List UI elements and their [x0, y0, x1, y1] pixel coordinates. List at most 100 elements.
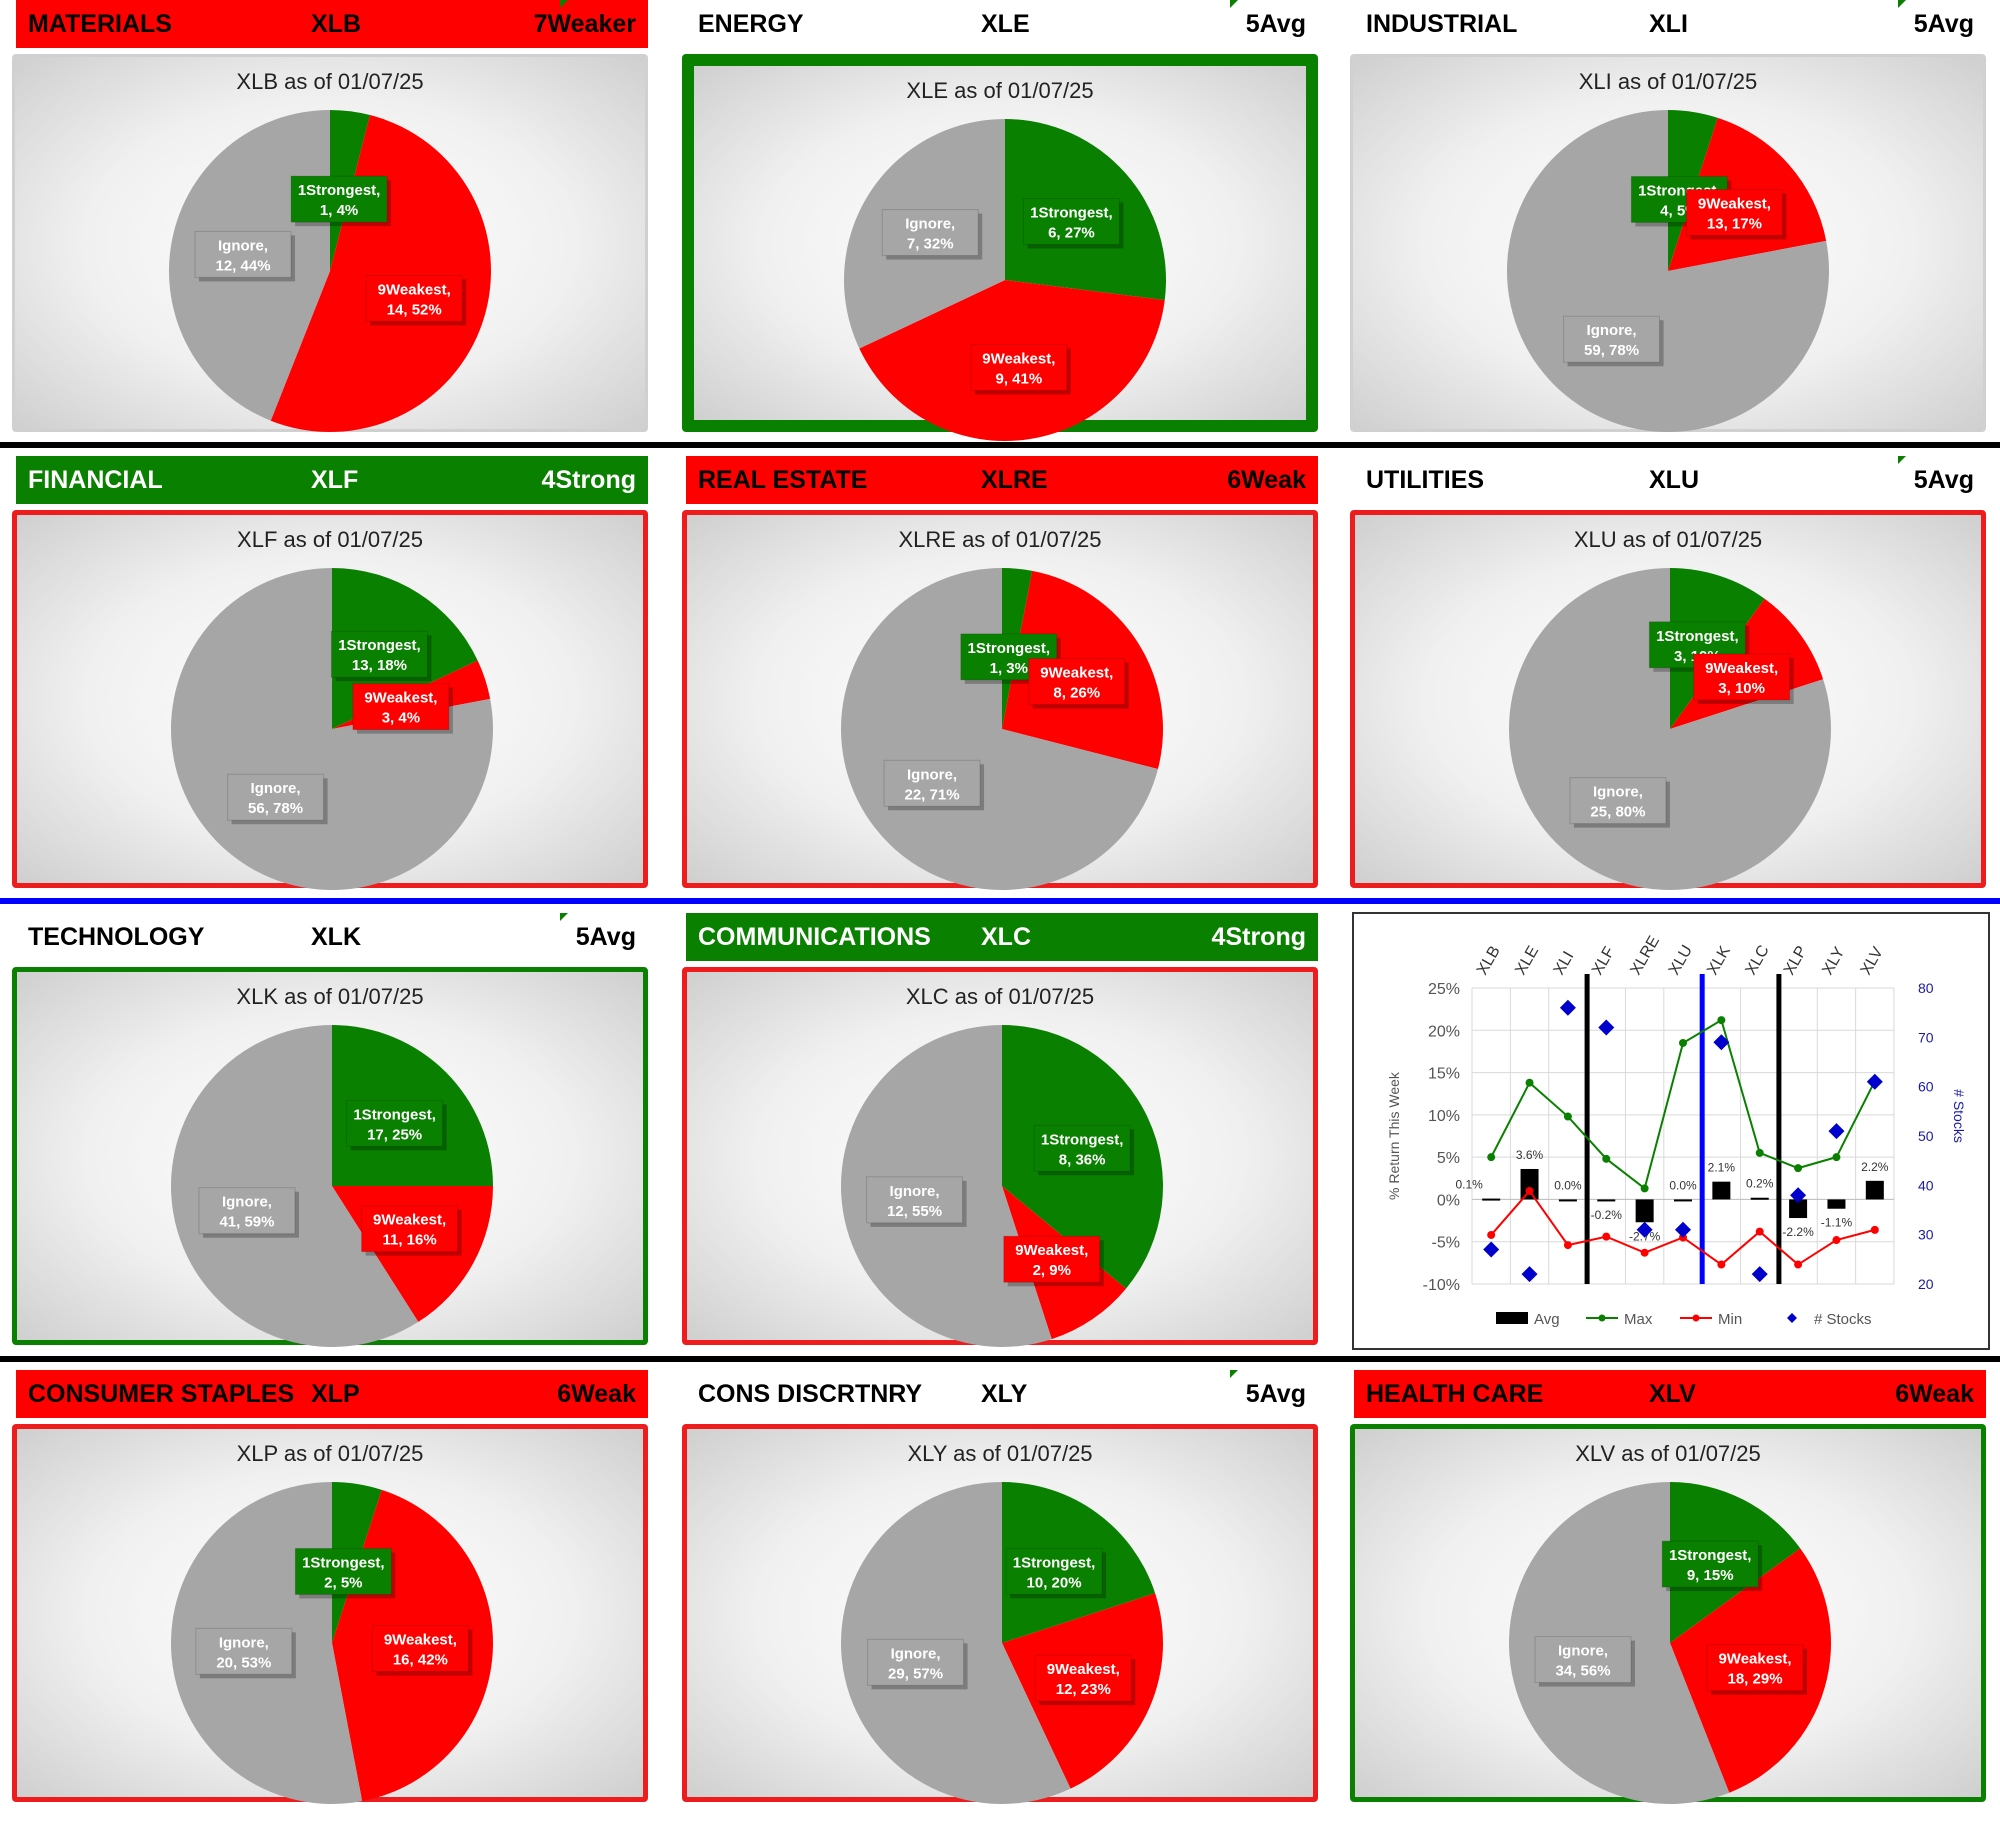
comment-marker: [1898, 456, 1906, 464]
sector-cell-xlv: HEALTH CARE XLV 6Weak XLV as of 01/07/25 1St…: [1338, 1370, 1986, 1810]
pie-chart-panel: XLP as of 01/07/25 1Strongest, 2, 5% 9Weake…: [12, 1424, 648, 1804]
pie-label-name: 1Strongest,: [353, 1106, 436, 1123]
pie-label-value: 11, 16%: [382, 1232, 436, 1249]
pie-label-name: Ignore,: [219, 1634, 269, 1651]
pie-label-weak: 9Weakest, 18, 29%: [1706, 1644, 1808, 1695]
category-label: XLB: [1474, 943, 1504, 978]
legend-label: Min: [1718, 1311, 1742, 1328]
pie-label-value: 13, 17%: [1707, 215, 1762, 232]
avg-data-label: 0.1%: [1456, 1178, 1484, 1192]
avg-data-label: -2.2%: [1782, 1225, 1814, 1239]
sector-name: CONS DISCRTNRY: [698, 1379, 923, 1408]
pie-label-value: 10, 20%: [1027, 1574, 1082, 1591]
sector-header: TECHNOLOGY XLK 5Avg: [16, 913, 648, 961]
pie-label-box: [361, 1205, 459, 1253]
pie-label-name: 9Weakest,: [1015, 1242, 1088, 1259]
y-tick-label: 20%: [1428, 1023, 1460, 1040]
sector-ticker: XLB: [311, 9, 361, 38]
comment-marker: [1898, 0, 1906, 8]
avg-bar: [1750, 1197, 1769, 1200]
pie-chart-panel: XLY as of 01/07/25 1Strongest, 10, 20% 9Wea…: [682, 1424, 1318, 1804]
pie-label-value: 20, 53%: [216, 1654, 271, 1671]
pie-label-name: Ignore,: [218, 237, 268, 254]
pie-label-weak: 9Weakest, 16, 42%: [371, 1625, 473, 1676]
y-tick-label: 5%: [1437, 1150, 1460, 1167]
pie-label-value: 8, 36%: [1059, 1151, 1106, 1168]
y-axis-title: % Return This Week: [1386, 1071, 1402, 1200]
comment-marker: [560, 0, 568, 8]
sector-rating: 5Avg: [1245, 9, 1306, 38]
avg-data-label: -1.1%: [1821, 1216, 1853, 1230]
sector-ticker: XLE: [981, 9, 1030, 38]
sector-ticker: XLI: [1649, 9, 1688, 38]
pie-label-ignore: Ignore, 25, 80%: [1569, 777, 1670, 828]
sector-cell-xli: INDUSTRIAL XLI 5Avg XLI as of 01/07/25 1Stro…: [1338, 0, 1986, 440]
pie-label-box: [294, 1547, 392, 1595]
sector-header: MATERIALS XLB 7Weaker: [16, 0, 648, 48]
pie-label-box: [1685, 188, 1783, 236]
sector-header: REAL ESTATE XLRE 6Weak: [686, 456, 1318, 504]
pie-label-box: [970, 343, 1068, 391]
pie-slice-weak: [270, 115, 491, 432]
pie-label-value: 22, 71%: [905, 786, 960, 803]
pie-label-name: 1Strongest,: [1041, 1131, 1124, 1148]
max-point: [1640, 1184, 1649, 1193]
stocks-count-point: [1483, 1241, 1500, 1258]
pie-label-box: [195, 1627, 293, 1675]
sector-header: COMMUNICATIONS XLC 4Strong: [686, 913, 1318, 961]
pie-label-box: [881, 209, 979, 257]
avg-bar: [1597, 1199, 1616, 1202]
legend-swatch: [1496, 1312, 1528, 1324]
stocks-count-point: [1790, 1187, 1807, 1204]
avg-bar: [1789, 1199, 1808, 1219]
pie-chart-title: XLK as of 01/07/25: [236, 984, 424, 1009]
pie-chart-svg: 1Strongest, 6, 27% 9Weakest, 9, 41% Ignore, 7…: [844, 119, 1166, 442]
y2-axis-title: # Stocks: [1951, 1089, 1967, 1143]
stocks-count-point: [1559, 999, 1576, 1016]
sector-rating: 5Avg: [1245, 1379, 1306, 1408]
sector-header: FINANCIAL XLF 4Strong: [16, 456, 648, 504]
pie-label-name: 1Strongest,: [1030, 204, 1113, 221]
avg-data-label: 3.6%: [1516, 1148, 1544, 1162]
pie-label-value: 3, 10%: [1718, 680, 1765, 697]
category-label: XLF: [1589, 944, 1619, 978]
pie-chart-panel: XLK as of 01/07/25 1Strongest, 17, 25% 9Wea…: [12, 967, 648, 1347]
min-point: [1832, 1236, 1841, 1245]
legend-marker: [1692, 1314, 1700, 1322]
min-point: [1794, 1260, 1803, 1269]
pie-label-value: 8, 26%: [1053, 685, 1100, 702]
pie-label-box: [867, 1638, 965, 1686]
pie-slice-ignore: [171, 1025, 419, 1347]
y-tick-label: 15%: [1428, 1066, 1460, 1083]
pie-label-box: [883, 759, 981, 807]
sector-rating: 6Weak: [1227, 465, 1306, 494]
sector-rating: 5Avg: [575, 922, 636, 951]
sector-rating: 4Strong: [541, 465, 636, 494]
pie-label-strong: 1Strongest,3, 10%: [1648, 621, 1750, 672]
sector-name: ENERGY: [698, 9, 804, 38]
legend-item-min: Min: [1680, 1311, 1742, 1328]
legend-label: # Stocks: [1814, 1311, 1872, 1328]
pie-chart-svg: 1Strongest, 1, 4% 9Weakest, 14, 52% Ignore, 1…: [168, 110, 491, 432]
pie-label-ignore: Ignore, 12, 44%: [194, 230, 296, 282]
stocks-count-point: [1521, 1266, 1538, 1283]
avg-bar: [1558, 1199, 1577, 1202]
sector-rating: 5Avg: [1913, 9, 1974, 38]
category-label: XLI: [1551, 949, 1578, 978]
category-label: XLK: [1704, 943, 1734, 978]
sector-ticker: XLF: [311, 465, 359, 494]
pie-label-weak: 9Weakest, 11, 16%: [361, 1205, 462, 1256]
min-point: [1487, 1230, 1496, 1239]
sector-rating: 4Strong: [1211, 922, 1306, 951]
stocks-count-point: [1675, 1221, 1691, 1238]
avg-bar: [1520, 1168, 1539, 1200]
pie-chart-svg: 1Strongest,3, 10%9Weakest, 3, 10% Ignore, 2…: [1509, 568, 1831, 890]
pie-label-name: 9Weakest,: [1698, 195, 1771, 212]
y2-tick-label: 70: [1918, 1029, 1934, 1045]
pie-chart-panel: XLE as of 01/07/25 1Strongest, 6, 27% 9Weak…: [682, 54, 1318, 442]
category-label: XLU: [1666, 943, 1696, 978]
sector-name: FINANCIAL: [28, 465, 163, 494]
sector-cell-xly: CONS DISCRTNRY XLY 5Avg XLY as of 01/07/25 1…: [670, 1370, 1318, 1810]
pie-label-weak: 9Weakest, 2, 9%: [1003, 1235, 1104, 1287]
pie-label-box: [290, 175, 388, 223]
